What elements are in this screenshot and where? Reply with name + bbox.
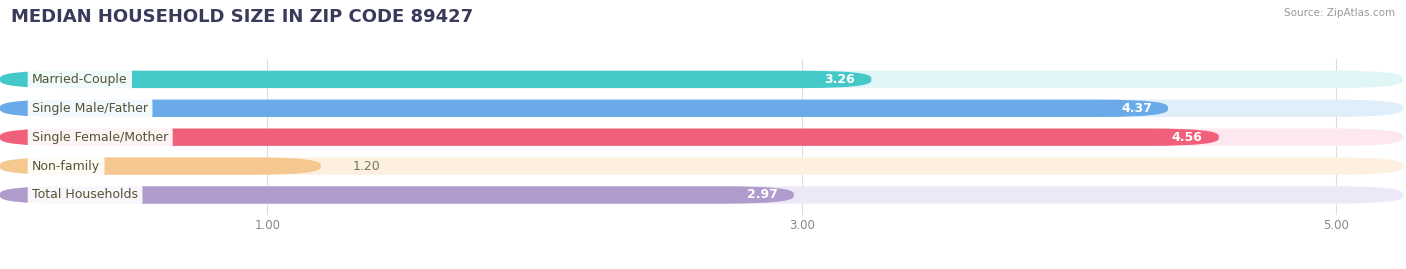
Text: 3.26: 3.26 xyxy=(824,73,855,86)
Text: Source: ZipAtlas.com: Source: ZipAtlas.com xyxy=(1284,8,1395,18)
Text: MEDIAN HOUSEHOLD SIZE IN ZIP CODE 89427: MEDIAN HOUSEHOLD SIZE IN ZIP CODE 89427 xyxy=(11,8,474,26)
FancyBboxPatch shape xyxy=(0,157,321,175)
Text: 4.56: 4.56 xyxy=(1171,131,1202,144)
FancyBboxPatch shape xyxy=(0,157,1403,175)
Text: Non-family: Non-family xyxy=(32,160,100,173)
FancyBboxPatch shape xyxy=(0,129,1219,146)
Text: Married-Couple: Married-Couple xyxy=(32,73,128,86)
Text: 2.97: 2.97 xyxy=(747,189,778,201)
Text: 4.37: 4.37 xyxy=(1121,102,1152,115)
Text: 1.20: 1.20 xyxy=(353,160,381,173)
FancyBboxPatch shape xyxy=(0,186,794,204)
Text: Single Female/Mother: Single Female/Mother xyxy=(32,131,169,144)
FancyBboxPatch shape xyxy=(0,100,1403,117)
FancyBboxPatch shape xyxy=(0,186,1403,204)
Text: Total Households: Total Households xyxy=(32,189,138,201)
Text: Single Male/Father: Single Male/Father xyxy=(32,102,148,115)
FancyBboxPatch shape xyxy=(0,100,1168,117)
FancyBboxPatch shape xyxy=(0,71,872,88)
FancyBboxPatch shape xyxy=(0,129,1403,146)
FancyBboxPatch shape xyxy=(0,71,1403,88)
